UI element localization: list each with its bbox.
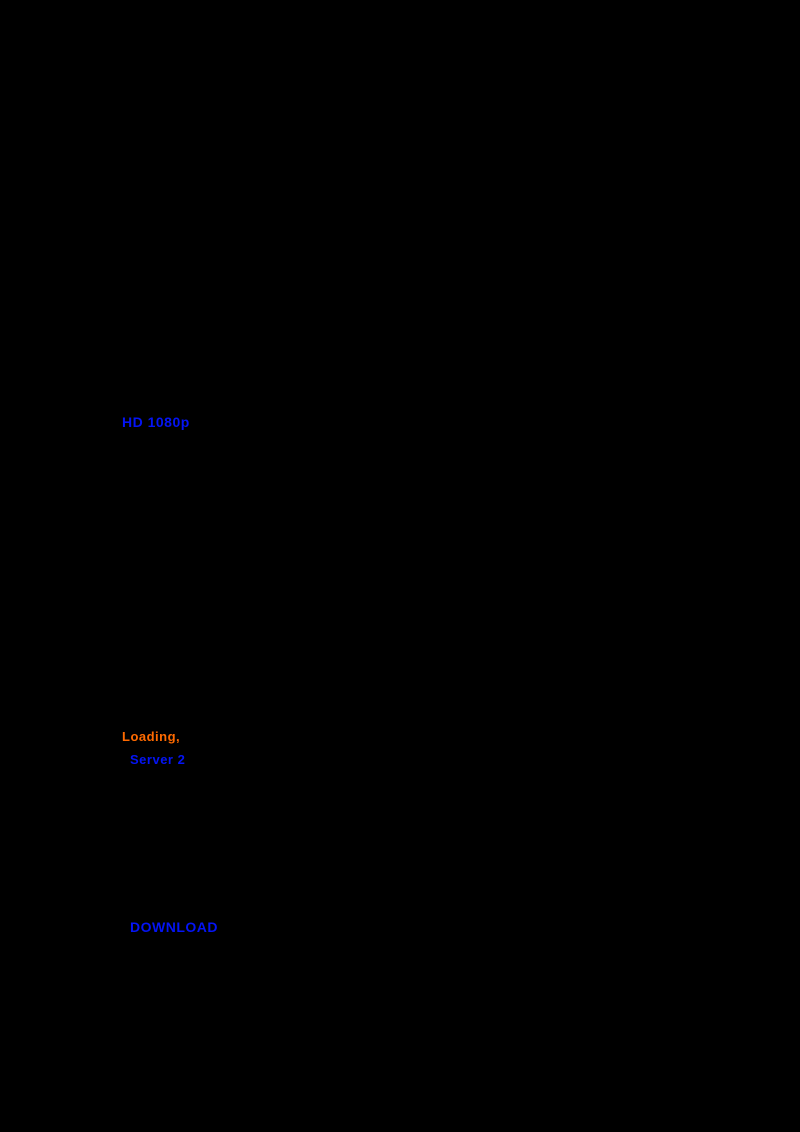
server-link[interactable]: Server 2 [130,752,186,767]
loading-status-text: Loading, [122,729,181,744]
download-link[interactable]: DOWNLOAD [130,919,218,935]
quality-link[interactable]: HD 1080p [122,414,190,430]
